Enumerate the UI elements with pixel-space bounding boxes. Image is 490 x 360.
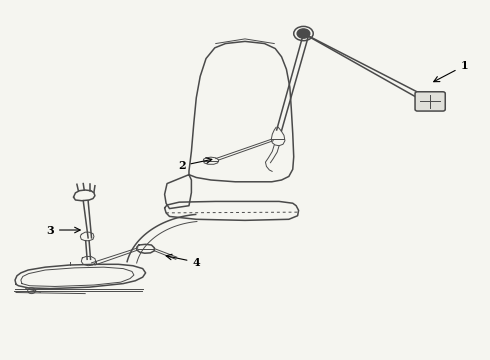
Circle shape: [297, 29, 310, 38]
Text: 3: 3: [46, 225, 80, 235]
Text: 1: 1: [434, 60, 468, 82]
Text: 2: 2: [178, 158, 212, 171]
FancyBboxPatch shape: [415, 92, 445, 111]
Text: 4: 4: [166, 254, 200, 268]
